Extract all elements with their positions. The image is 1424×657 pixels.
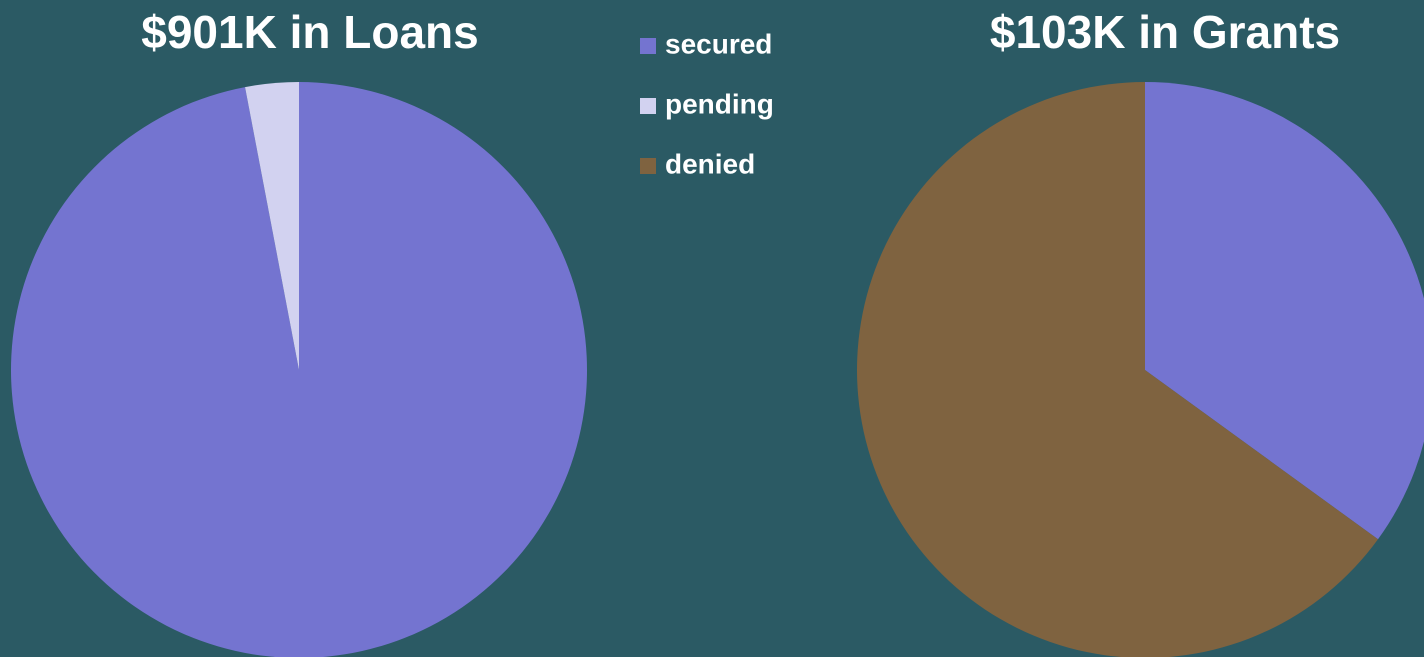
legend-swatch <box>640 38 656 54</box>
legend-label: pending <box>665 88 774 119</box>
chart-title: $103K in Grants <box>990 6 1340 58</box>
legend-swatch <box>640 98 656 114</box>
pie-slice <box>857 82 1378 657</box>
legend-label: denied <box>665 148 755 179</box>
legend-label: secured <box>665 28 772 59</box>
pie-slice <box>1145 82 1424 540</box>
legend-swatch <box>640 158 656 174</box>
chart-title: $901K in Loans <box>141 6 478 58</box>
pie-slice <box>11 82 587 657</box>
pie-slice <box>245 82 299 370</box>
